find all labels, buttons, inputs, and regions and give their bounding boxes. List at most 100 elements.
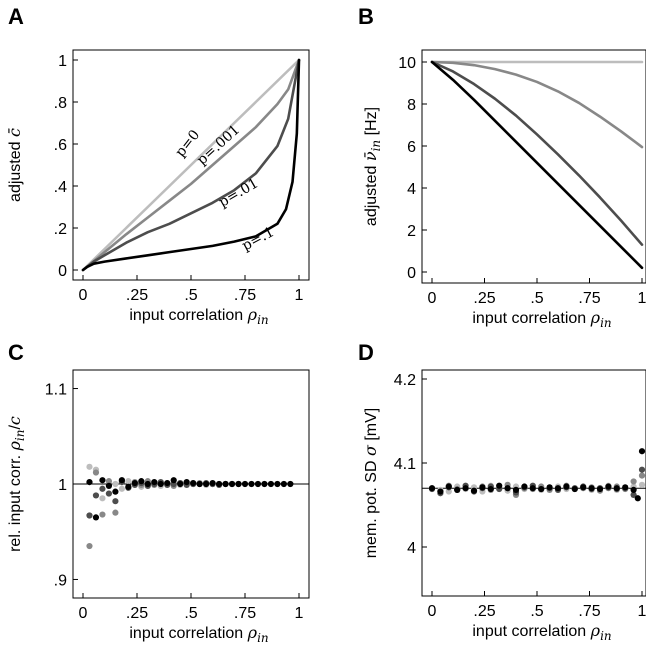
x-axis-label-c: input correlation ρin bbox=[129, 623, 268, 645]
data-point-c-3 bbox=[235, 480, 242, 488]
data-point-d-0 bbox=[638, 481, 646, 488]
y-tick-label-a: .4 bbox=[54, 179, 67, 196]
data-point-d-3 bbox=[521, 483, 528, 490]
x-tick-label-a: .25 bbox=[126, 287, 148, 304]
panel-letter-b: B bbox=[358, 4, 374, 29]
data-point-c-3 bbox=[131, 479, 138, 487]
data-point-c-3 bbox=[125, 483, 132, 490]
data-point-d-3 bbox=[638, 448, 646, 455]
y-tick-label-b: 0 bbox=[407, 265, 416, 282]
data-point-c-2 bbox=[105, 490, 113, 497]
x-tick-label-a: .5 bbox=[184, 287, 197, 304]
data-point-c-3 bbox=[164, 479, 171, 487]
data-point-c-3 bbox=[138, 478, 145, 485]
data-point-c-3 bbox=[274, 480, 281, 488]
y-tick-label-c: 1 bbox=[58, 477, 67, 494]
x-tick-label-d: .25 bbox=[473, 603, 495, 620]
data-point-c-0 bbox=[118, 485, 125, 492]
data-point-c-1 bbox=[112, 509, 119, 516]
data-point-c-1 bbox=[92, 469, 100, 476]
data-point-c-3 bbox=[86, 478, 93, 486]
data-point-c-1 bbox=[86, 542, 93, 550]
data-point-c-3 bbox=[209, 479, 216, 487]
data-point-c-3 bbox=[190, 479, 197, 487]
panel-letter-c: C bbox=[8, 340, 24, 365]
data-point-d-3 bbox=[470, 487, 478, 494]
data-point-d-3 bbox=[571, 485, 578, 493]
data-point-d-3 bbox=[563, 483, 570, 490]
y-tick-label-a: 1 bbox=[58, 53, 67, 70]
data-point-c-0 bbox=[99, 495, 106, 502]
data-point-d-3 bbox=[554, 485, 562, 492]
y-tick-label-c: .9 bbox=[54, 572, 67, 589]
series-line-b-3 bbox=[430, 60, 644, 270]
data-point-d-3 bbox=[605, 483, 612, 490]
data-point-d-3 bbox=[445, 483, 452, 490]
data-point-d-3 bbox=[538, 485, 545, 493]
y-tick-label-d: 4 bbox=[407, 540, 416, 557]
data-point-c-0 bbox=[112, 480, 119, 488]
data-point-c-3 bbox=[118, 477, 125, 484]
data-point-c-0 bbox=[125, 478, 132, 485]
y-tick-label-b: 8 bbox=[407, 97, 416, 114]
data-point-d-2 bbox=[630, 491, 637, 499]
x-axis-label-b: input correlation ρin bbox=[472, 308, 611, 330]
data-point-d-3 bbox=[428, 485, 436, 492]
data-point-c-3 bbox=[215, 480, 223, 488]
plot-frame-d bbox=[421, 369, 646, 597]
data-point-c-3 bbox=[170, 477, 177, 484]
series-line-b-1 bbox=[430, 60, 644, 149]
y-axis-label-d: mem. pot. SD σ [mV] bbox=[361, 408, 380, 559]
data-point-d-3 bbox=[546, 484, 553, 491]
x-tick-label-b: 1 bbox=[638, 290, 646, 307]
x-tick-label-c: 1 bbox=[295, 605, 304, 622]
data-point-c-3 bbox=[183, 478, 190, 486]
y-tick-label-d: 4.2 bbox=[394, 372, 416, 389]
data-point-d-3 bbox=[622, 484, 629, 491]
data-point-d-1 bbox=[630, 478, 637, 485]
y-axis-label-b: adjusted ν̄in [Hz] bbox=[361, 107, 383, 226]
x-tick-label-b: .25 bbox=[473, 290, 495, 307]
curve-label-a-2: p=.01 bbox=[216, 175, 261, 210]
data-point-d-3 bbox=[596, 485, 604, 493]
data-point-c-3 bbox=[203, 480, 210, 488]
x-tick-label-a: .75 bbox=[234, 287, 256, 304]
series-line-a-0 bbox=[81, 58, 301, 272]
data-point-c-1 bbox=[105, 478, 113, 485]
x-tick-label-b: .5 bbox=[530, 290, 543, 307]
data-point-c-3 bbox=[228, 480, 236, 488]
x-tick-label-c: .75 bbox=[234, 605, 256, 622]
series-line-a-2 bbox=[81, 58, 301, 272]
data-point-d-3 bbox=[462, 485, 469, 492]
data-point-d-3 bbox=[504, 485, 511, 492]
data-point-d-3 bbox=[496, 482, 503, 489]
x-tick-label-c: 0 bbox=[79, 605, 88, 622]
x-tick-label-b: .75 bbox=[578, 290, 600, 307]
data-point-d-3 bbox=[580, 484, 587, 491]
data-point-d-3 bbox=[634, 495, 641, 502]
series-line-a-1 bbox=[81, 58, 301, 272]
x-tick-label-a: 1 bbox=[295, 287, 304, 304]
data-point-c-3 bbox=[151, 478, 158, 486]
y-tick-label-a: .8 bbox=[54, 95, 67, 112]
data-point-c-3 bbox=[254, 480, 262, 488]
panel-a-chart: 0 .25 .5 .75 1 0 .2 .4 .6 .8 1 input correlation ρi… bbox=[5, 49, 310, 327]
y-axis-label-a: adjusted c̄ bbox=[5, 128, 24, 202]
y-axis-label-c: rel. input corr. ρin/c bbox=[5, 416, 27, 552]
data-point-c-3 bbox=[112, 488, 119, 495]
series-line-a-3 bbox=[81, 58, 301, 272]
data-point-d-3 bbox=[487, 485, 494, 493]
data-point-c-3 bbox=[157, 480, 164, 488]
data-point-c-2 bbox=[99, 485, 106, 492]
data-point-d-3 bbox=[479, 484, 486, 491]
panel-letter-a: A bbox=[8, 4, 24, 29]
data-point-c-2 bbox=[92, 492, 100, 499]
x-tick-label-b: 0 bbox=[428, 290, 437, 307]
x-tick-label-c: .25 bbox=[126, 605, 148, 622]
data-point-c-3 bbox=[222, 480, 229, 488]
data-point-c-3 bbox=[144, 480, 151, 488]
curve-label-a-3: p=.1 bbox=[239, 224, 277, 254]
data-point-c-3 bbox=[196, 480, 203, 488]
